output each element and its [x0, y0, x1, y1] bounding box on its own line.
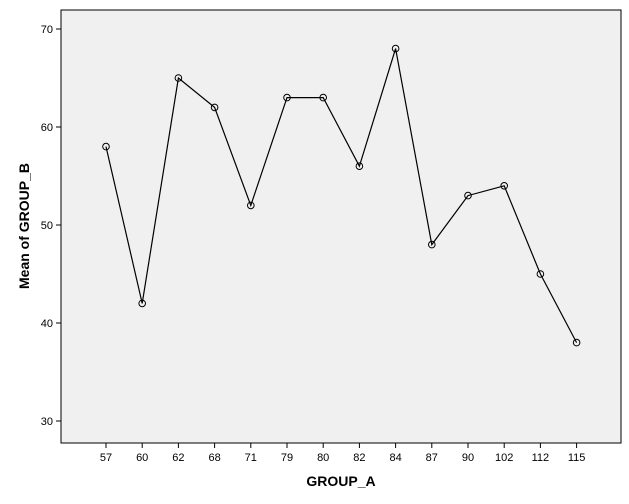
data-point [138, 299, 146, 308]
x-tick-label: 79 [281, 452, 293, 464]
y-tick-label: 50 [41, 220, 53, 232]
x-tick-label: 112 [532, 452, 550, 464]
x-tick-label: 87 [426, 452, 438, 464]
y-tick-label: 30 [41, 416, 53, 428]
x-axis-title: GROUP_A [306, 473, 375, 489]
y-tick-label: 40 [41, 318, 53, 330]
data-point [355, 162, 364, 170]
y-tick-label: 70 [41, 24, 53, 36]
x-tick-label: 68 [208, 452, 220, 464]
data-point [500, 182, 509, 190]
y-tick-label: 60 [41, 122, 53, 134]
data-point [536, 270, 545, 278]
x-axis: 57 60 62 68 71 79 80 82 84 87 90 102 112 115 [100, 443, 585, 464]
data-point [174, 74, 183, 82]
x-tick-label: 82 [353, 452, 365, 464]
data-series [102, 44, 581, 347]
x-tick-label: 60 [136, 452, 148, 464]
data-point [319, 93, 328, 102]
x-tick-label: 71 [245, 452, 257, 464]
data-point [391, 44, 400, 53]
data-point [283, 93, 291, 102]
x-tick-label: 115 [568, 452, 586, 464]
data-point [102, 142, 110, 151]
data-point [464, 191, 472, 200]
x-tick-label: 102 [495, 452, 513, 464]
x-tick-label: 62 [172, 452, 184, 464]
series-line [105, 48, 578, 343]
data-point [428, 240, 436, 249]
data-point [210, 103, 219, 112]
plot-area [60, 9, 622, 444]
data-point [572, 338, 581, 347]
y-axis: 30 40 50 60 70 [41, 24, 61, 428]
x-tick-label: 57 [100, 452, 112, 464]
x-tick-label: 80 [317, 452, 329, 464]
data-point [247, 201, 255, 210]
x-tick-label: 90 [462, 452, 474, 464]
x-tick-label: 84 [389, 452, 401, 464]
y-axis-title: Mean of GROUP_B [16, 163, 32, 289]
